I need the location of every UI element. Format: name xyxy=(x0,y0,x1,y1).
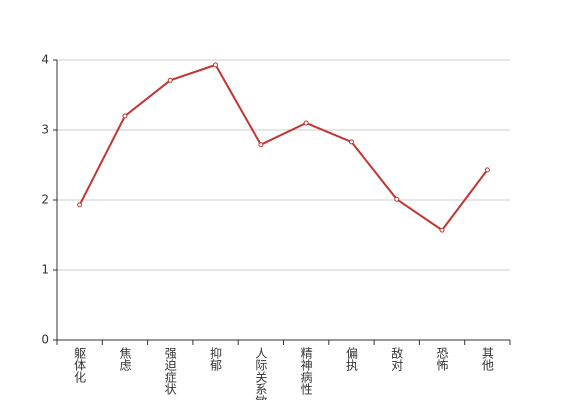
x-tick-label: 强迫症状 xyxy=(163,347,177,395)
x-tick-label: 敌对 xyxy=(390,346,404,371)
point xyxy=(213,62,219,68)
x-tick-label: 其他 xyxy=(480,347,494,371)
line xyxy=(78,63,489,232)
x-tick-label: 偏执 xyxy=(344,346,358,372)
y-tick-label: 1 xyxy=(41,263,49,277)
point xyxy=(303,120,309,126)
point xyxy=(167,77,173,83)
x-tick-label: 躯体化 xyxy=(73,346,87,384)
x-tick-label: 抑郁 xyxy=(209,346,223,372)
point xyxy=(122,113,128,119)
point xyxy=(439,227,445,233)
y-tick-label: 4 xyxy=(41,53,49,67)
x-tick-label: 焦虑 xyxy=(118,347,132,371)
point xyxy=(258,142,264,148)
point xyxy=(348,139,354,145)
x-tick-label: 人际关系敏感 xyxy=(254,347,268,400)
point xyxy=(394,196,400,202)
x-tick-label: 恐怖 xyxy=(435,347,449,371)
x-tick-label: 精神病性 xyxy=(299,347,313,396)
point xyxy=(77,202,83,208)
y-tick-label: 3 xyxy=(41,123,49,137)
y-tick-label: 2 xyxy=(41,193,49,207)
point xyxy=(484,167,490,173)
y-tick-label: 0 xyxy=(41,333,49,347)
